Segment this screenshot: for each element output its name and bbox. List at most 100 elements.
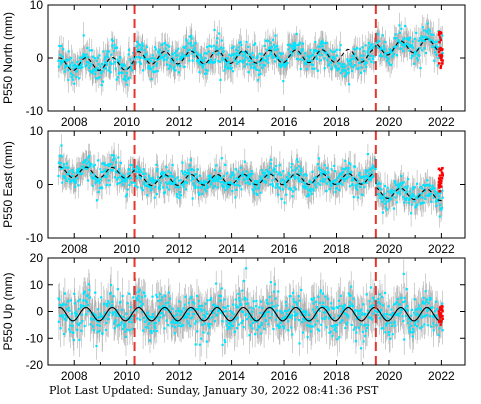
position-point	[433, 187, 436, 190]
position-point	[97, 159, 100, 162]
position-point	[214, 47, 217, 50]
position-point	[68, 309, 71, 312]
position-point	[216, 174, 219, 177]
position-point	[314, 49, 317, 53]
position-point	[421, 36, 425, 39]
position-point	[283, 179, 286, 182]
position-point	[197, 54, 200, 57]
position-point	[191, 176, 194, 179]
position-point	[352, 179, 355, 182]
position-point	[369, 43, 372, 47]
position-point	[187, 301, 190, 305]
position-point	[260, 177, 263, 180]
position-point	[223, 181, 226, 184]
position-point	[345, 73, 348, 76]
position-point	[413, 50, 416, 53]
position-point	[242, 61, 245, 64]
position-point	[67, 166, 70, 169]
position-point	[116, 58, 119, 61]
position-point	[169, 60, 172, 63]
position-point	[351, 183, 354, 186]
position-point	[441, 34, 444, 37]
position-point	[116, 182, 119, 185]
position-point	[129, 306, 132, 309]
position-point	[333, 179, 336, 182]
position-point	[126, 177, 129, 180]
position-point	[238, 178, 241, 181]
position-point	[147, 175, 150, 178]
position-point	[183, 54, 186, 57]
position-point	[128, 58, 131, 61]
position-point	[358, 48, 361, 51]
position-point	[60, 59, 63, 62]
position-point	[179, 65, 182, 68]
position-point	[298, 165, 301, 168]
position-point	[165, 319, 168, 322]
position-point	[101, 170, 104, 173]
position-point	[156, 316, 159, 319]
position-point	[221, 58, 224, 61]
position-point	[363, 63, 366, 66]
position-point	[173, 315, 176, 318]
position-point	[71, 61, 74, 64]
position-point	[266, 170, 269, 173]
position-point	[232, 172, 235, 175]
position-point	[226, 187, 229, 190]
position-point	[242, 59, 245, 62]
recent-point	[438, 36, 442, 39]
position-point	[432, 33, 435, 36]
position-point	[87, 310, 90, 313]
position-point	[76, 176, 79, 180]
position-point	[91, 184, 94, 187]
position-point	[433, 51, 437, 54]
y-tick-label: -10	[26, 104, 44, 118]
position-point	[93, 163, 96, 166]
position-point	[259, 175, 262, 178]
position-point	[398, 193, 402, 196]
position-point	[329, 183, 332, 186]
position-point	[388, 51, 391, 54]
position-point	[230, 66, 233, 69]
position-point	[261, 57, 264, 60]
position-point	[119, 63, 122, 66]
position-point	[348, 185, 352, 188]
position-point	[162, 304, 165, 308]
position-point	[382, 44, 385, 48]
position-point	[117, 323, 120, 326]
position-point	[178, 63, 181, 66]
position-point	[60, 44, 63, 48]
position-point	[226, 67, 229, 70]
position-point	[269, 162, 272, 165]
position-point	[135, 177, 138, 180]
position-point	[242, 174, 245, 177]
position-point	[258, 69, 261, 72]
position-point	[73, 302, 76, 305]
position-point	[421, 196, 424, 199]
position-point	[308, 189, 311, 192]
position-point	[404, 24, 407, 28]
position-point	[94, 291, 97, 294]
position-point	[136, 317, 139, 320]
position-point	[101, 162, 104, 165]
position-point	[204, 57, 207, 60]
position-point	[163, 175, 166, 178]
position-point	[330, 61, 333, 64]
position-point	[153, 325, 156, 328]
position-point	[107, 163, 110, 166]
position-point	[264, 181, 267, 184]
position-point	[236, 183, 239, 186]
position-point	[345, 167, 348, 170]
position-point	[309, 190, 312, 193]
position-point	[398, 31, 402, 34]
position-point	[280, 58, 284, 61]
position-point	[252, 189, 255, 192]
position-point	[248, 182, 251, 186]
position-point	[69, 330, 72, 333]
position-point	[225, 57, 228, 60]
position-point	[107, 179, 110, 182]
recent-point	[440, 179, 443, 183]
position-point	[143, 176, 146, 179]
position-point	[332, 55, 335, 58]
position-point	[220, 177, 223, 180]
position-point	[223, 69, 226, 72]
